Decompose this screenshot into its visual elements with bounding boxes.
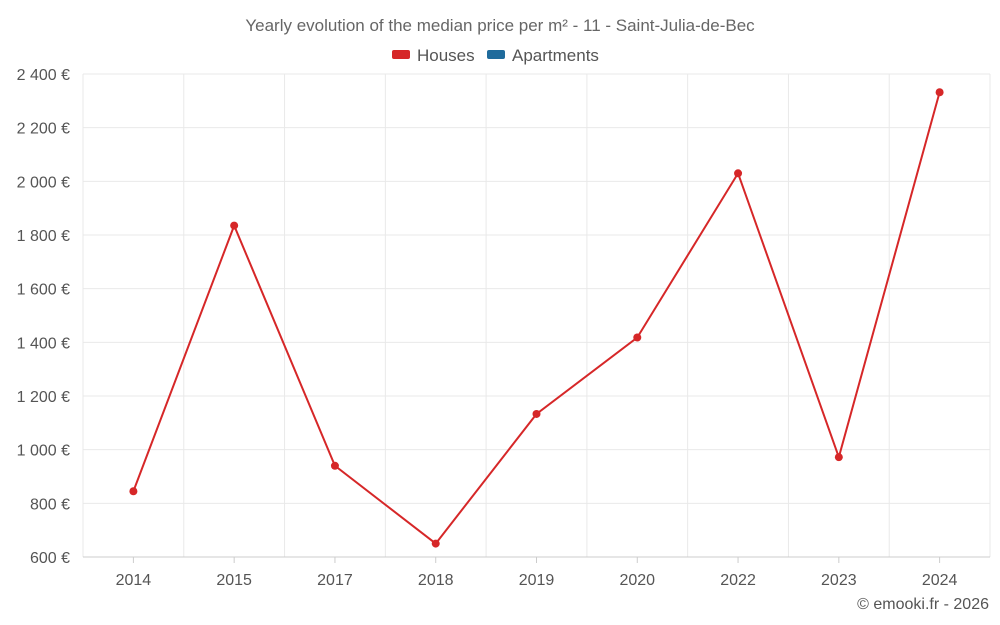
data-point-houses[interactable] bbox=[129, 487, 138, 496]
x-tick-label: 2014 bbox=[116, 572, 152, 589]
data-point-houses[interactable] bbox=[330, 461, 339, 470]
x-tick-label: 2015 bbox=[216, 572, 252, 589]
grid bbox=[82, 73, 991, 558]
legend-item-houses[interactable]: Houses bbox=[392, 46, 475, 65]
y-tick-label: 2 000 € bbox=[17, 174, 70, 191]
data-point-houses[interactable] bbox=[633, 333, 642, 342]
x-tick-label: 2020 bbox=[619, 572, 655, 589]
x-tick-label: 2017 bbox=[317, 572, 353, 589]
y-tick-label: 2 400 € bbox=[17, 67, 70, 84]
data-point-houses[interactable] bbox=[935, 88, 944, 97]
credit: © emooki.fr - 2026 bbox=[857, 596, 989, 613]
data-point-houses[interactable] bbox=[230, 221, 239, 230]
data-point-houses[interactable] bbox=[431, 539, 440, 548]
legend-swatch-apartments bbox=[487, 50, 505, 59]
y-tick-label: 800 € bbox=[30, 496, 70, 513]
x-axis-ticks: 2014 2015 2017 2018 2019 2020 2022 2023 2024 bbox=[116, 557, 958, 589]
legend-swatch-houses bbox=[392, 50, 410, 59]
y-tick-label: 1 200 € bbox=[17, 389, 70, 406]
data-point-houses[interactable] bbox=[734, 169, 743, 178]
y-tick-label: 1 800 € bbox=[17, 228, 70, 245]
x-tick-label: 2024 bbox=[922, 572, 958, 589]
series-line-houses bbox=[132, 91, 941, 545]
series bbox=[129, 88, 944, 548]
chart-title: Yearly evolution of the median price per… bbox=[245, 16, 755, 35]
x-tick-label: 2019 bbox=[519, 572, 555, 589]
legend: Houses Apartments bbox=[392, 46, 599, 65]
x-tick-label: 2018 bbox=[418, 572, 454, 589]
x-tick-label: 2022 bbox=[720, 572, 756, 589]
y-axis-ticks: 600 € 800 € 1 000 € 1 200 € 1 400 € 1 600 € 1 … bbox=[17, 67, 70, 567]
legend-item-apartments[interactable]: Apartments bbox=[487, 46, 599, 65]
y-tick-label: 2 200 € bbox=[17, 121, 70, 138]
y-tick-label: 1 400 € bbox=[17, 335, 70, 352]
data-point-houses[interactable] bbox=[834, 453, 843, 462]
legend-label-houses: Houses bbox=[417, 46, 475, 65]
x-tick-label: 2023 bbox=[821, 572, 857, 589]
y-tick-label: 1 600 € bbox=[17, 282, 70, 299]
legend-label-apartments: Apartments bbox=[512, 46, 599, 65]
data-point-houses[interactable] bbox=[532, 409, 541, 418]
y-tick-label: 600 € bbox=[30, 550, 70, 567]
y-tick-label: 1 000 € bbox=[17, 443, 70, 460]
